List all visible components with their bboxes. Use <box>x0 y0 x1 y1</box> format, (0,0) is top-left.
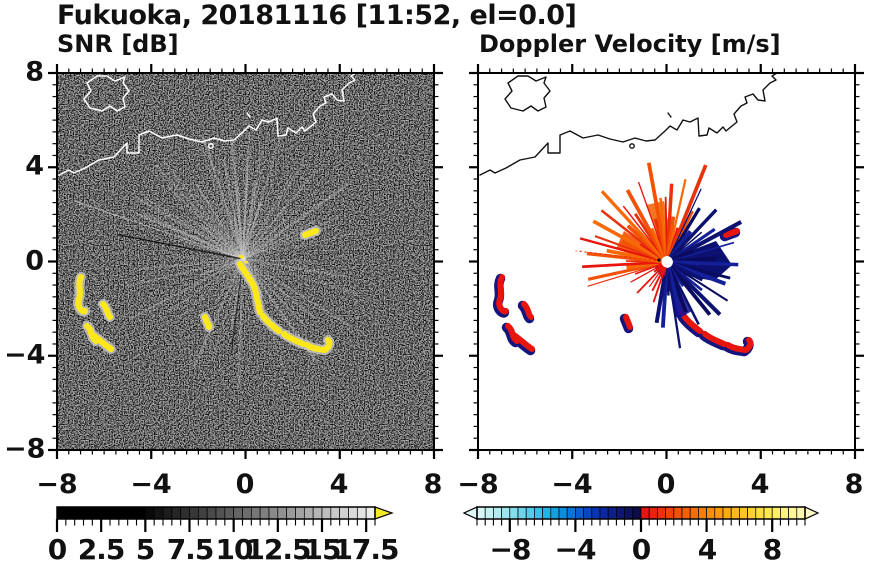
x-tick-label: −8 <box>457 469 499 500</box>
x-tick-label: 8 <box>423 469 443 500</box>
snr-cb-label: 12.5 <box>245 533 311 566</box>
x-tick-label: −4 <box>130 469 172 500</box>
colorbar-body <box>55 506 394 532</box>
x-tick-label: 8 <box>844 469 864 500</box>
axis-ticks <box>469 64 864 459</box>
x-tick-label: 0 <box>656 469 676 500</box>
velocity-cb-label: 4 <box>697 533 718 566</box>
velocity-burst <box>575 162 743 349</box>
x-tick-label: −4 <box>551 469 593 500</box>
x-tick-label: 4 <box>329 469 349 500</box>
velocity-cb-label: −4 <box>554 533 597 566</box>
velocity-cb-label: 8 <box>762 533 783 566</box>
velocity-panel-title: Doppler Velocity [m/s] <box>479 30 781 58</box>
snr-panel-title: SNR [dB] <box>57 30 179 58</box>
axis-ticks <box>48 64 443 459</box>
velocity-panel-plot <box>469 64 864 459</box>
snr-cb-label: 10 <box>215 533 254 566</box>
y-tick-label: 4 <box>25 150 44 182</box>
snr-cb-label: 7.5 <box>166 533 215 566</box>
x-tick-label: −8 <box>36 469 78 500</box>
velocity-cb-label: 0 <box>631 533 652 566</box>
velocity-plot-content <box>478 73 855 450</box>
snr-panel-plot <box>48 64 443 459</box>
colorbar-body <box>462 506 820 532</box>
x-tick-label: 0 <box>235 469 255 500</box>
snr-colorbar <box>55 506 394 532</box>
y-tick-label: −8 <box>4 433 46 465</box>
snr-cb-label: 2.5 <box>77 533 126 566</box>
velocity-cb-label: −8 <box>489 533 532 566</box>
y-tick-label: 0 <box>25 245 44 277</box>
snr-cb-label: 15 <box>303 533 342 566</box>
snr-cb-label: 5 <box>135 533 156 566</box>
snr-plot-content <box>57 73 434 450</box>
figure-title: Fukuoka, 20181116 [11:52, el=0.0] <box>57 0 577 31</box>
snr-cb-label: 17.5 <box>333 533 399 566</box>
snr-cb-label: 0 <box>47 533 68 566</box>
y-tick-label: −4 <box>4 339 46 371</box>
y-tick-label: 8 <box>25 56 44 88</box>
velocity-colorbar <box>462 506 820 532</box>
x-tick-label: 4 <box>750 469 770 500</box>
